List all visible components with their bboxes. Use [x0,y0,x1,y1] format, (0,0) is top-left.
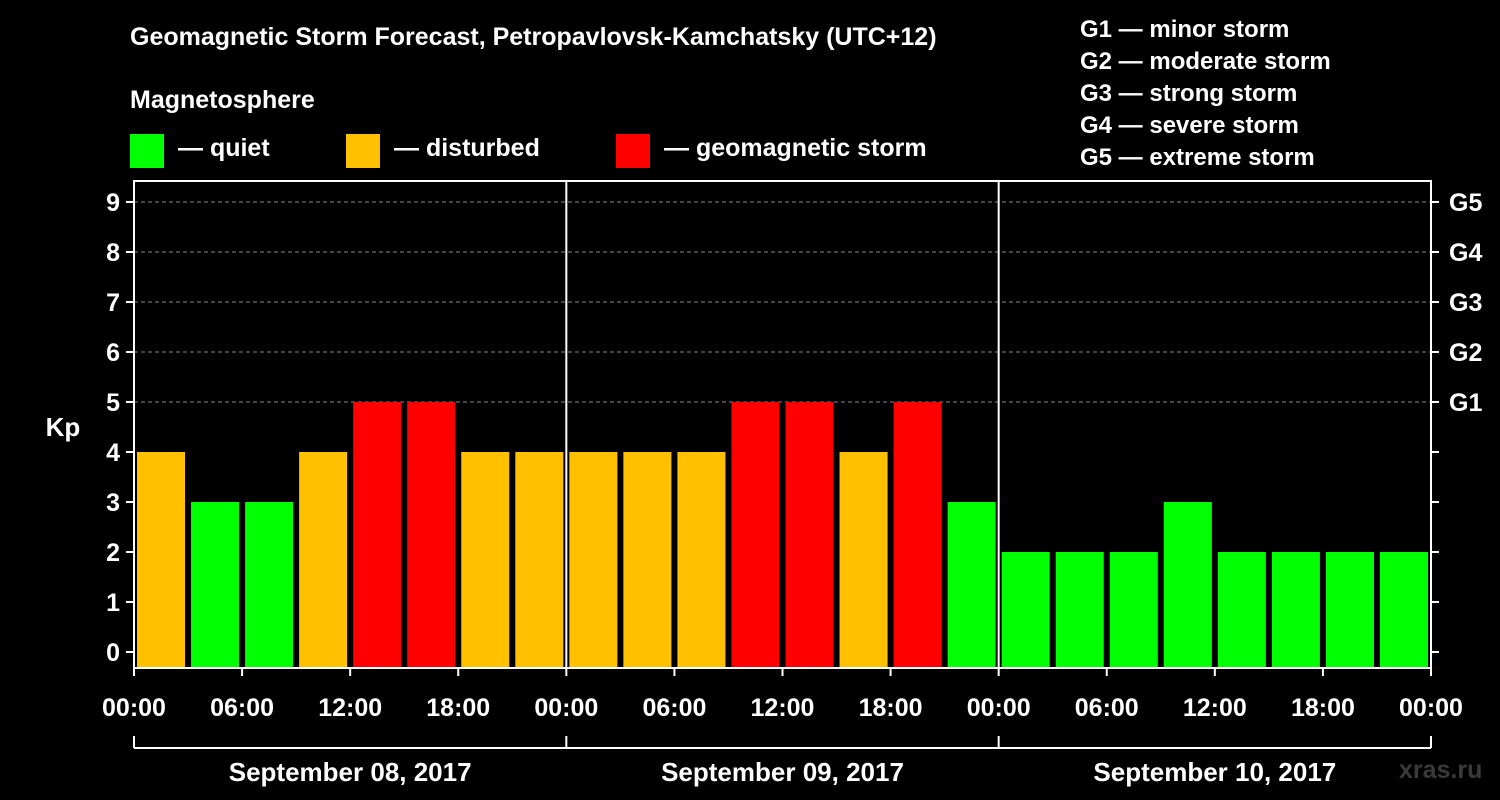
legend-swatch-disturbed [346,134,380,168]
right-axis-label: G2 [1449,339,1482,367]
bar [785,402,834,668]
bar [245,502,294,668]
bar [1055,552,1104,668]
bar [947,502,996,668]
x-tick-label: 06:00 [1075,694,1139,722]
x-tick-label: 00:00 [1399,694,1463,722]
bar [1163,502,1212,668]
legend-swatch-quiet [130,134,164,168]
y-tick-label: 3 [106,489,120,517]
day-label: September 09, 2017 [661,757,904,787]
g-scale-g1: G1 — minor storm [1080,16,1290,43]
bar [1109,552,1158,668]
bar [191,502,240,668]
y-tick-label: 4 [106,439,120,467]
y-tick-label: 7 [106,289,120,317]
right-axis-label: G5 [1449,189,1482,217]
legend-label-quiet: — quiet [178,134,270,162]
y-tick-label: 1 [106,589,120,617]
legend-label-storm: — geomagnetic storm [664,134,927,162]
y-tick-label: 5 [106,389,120,417]
x-tick-label: 06:00 [642,694,706,722]
watermark: xras.ru [1399,756,1483,784]
x-tick-label: 18:00 [1291,694,1355,722]
g-scale-g5: G5 — extreme storm [1080,144,1315,171]
legend-heading: Magnetosphere [130,86,315,114]
x-tick-label: 18:00 [426,694,490,722]
bar [461,452,510,668]
bar [515,452,564,668]
g-scale-g4: G4 — severe storm [1080,112,1299,139]
bar [1271,552,1320,668]
g-scale-g3: G3 — strong storm [1080,80,1298,107]
bar [1001,552,1050,668]
bar [1379,552,1428,668]
legend-label-disturbed: — disturbed [394,134,540,162]
day-label: September 08, 2017 [229,757,472,787]
x-tick-label: 00:00 [102,694,166,722]
x-tick-label: 18:00 [859,694,923,722]
chart-title: Geomagnetic Storm Forecast, Petropavlovs… [130,23,937,51]
right-axis-label: G4 [1449,239,1482,267]
x-tick-label: 00:00 [534,694,598,722]
bar [893,402,942,668]
bar [569,452,618,668]
g-scale-g2: G2 — moderate storm [1080,48,1331,75]
x-tick-label: 06:00 [210,694,274,722]
y-tick-label: 2 [106,539,120,567]
bar [137,452,186,668]
bar [407,402,456,668]
bar [299,452,348,668]
y-tick-label: 0 [106,639,120,667]
bar [1217,552,1266,668]
bar [839,452,888,668]
bar [353,402,402,668]
bar [677,452,726,668]
right-axis-label: G1 [1449,389,1482,417]
y-axis-label: Kp [46,412,81,442]
legend-swatch-storm [616,134,650,168]
y-tick-label: 9 [106,189,120,217]
x-tick-label: 12:00 [1183,694,1247,722]
day-label: September 10, 2017 [1093,757,1336,787]
bar [731,402,780,668]
y-tick-label: 8 [106,239,120,267]
right-axis-label: G3 [1449,289,1482,317]
x-tick-label: 12:00 [318,694,382,722]
y-tick-label: 6 [106,339,120,367]
bar [1325,552,1374,668]
bar [623,452,672,668]
x-tick-label: 12:00 [751,694,815,722]
x-tick-label: 00:00 [967,694,1031,722]
